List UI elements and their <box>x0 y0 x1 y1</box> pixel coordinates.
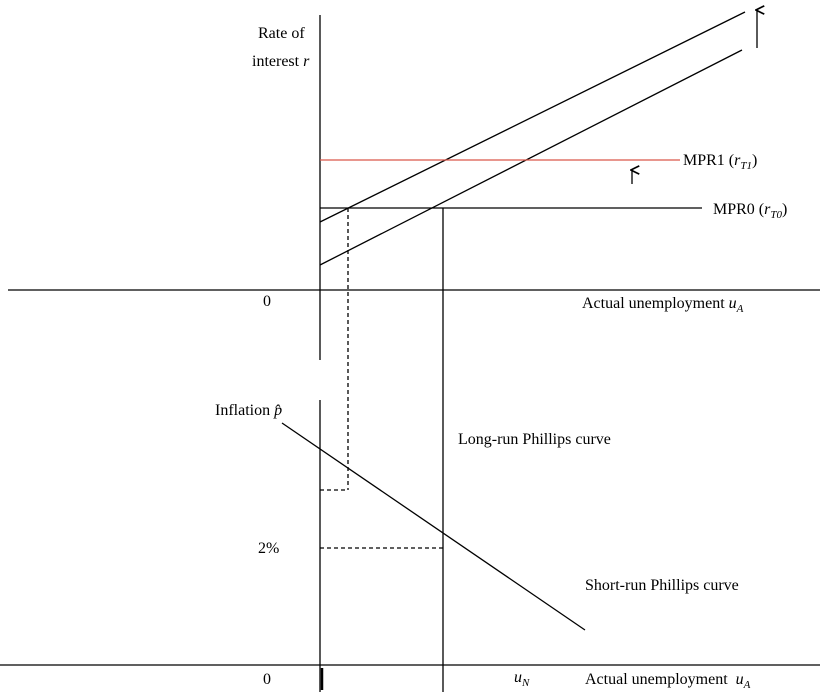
origin-label: 0 <box>263 671 271 688</box>
y-label: Rate of <box>258 25 305 42</box>
curve-label: Short-run Phillips curve <box>585 577 739 594</box>
curve-label: Long-run Phillips curve <box>458 431 611 448</box>
is-curve-1 <box>319 11 746 223</box>
mpr1-label: MPR1 (rT1) <box>683 152 757 172</box>
y-label: interest r <box>252 53 310 70</box>
short-run-phillips <box>281 422 586 631</box>
is-curve-0 <box>319 49 743 266</box>
x-label: Actual unemployment uA <box>585 671 751 691</box>
natural-rate-label: uN <box>514 669 530 689</box>
tick-label: 2% <box>258 540 279 557</box>
mpr0-label: MPR0 (rT0) <box>713 201 787 221</box>
y-label: Inflation p̂ <box>215 402 282 419</box>
x-label: Actual unemployment uA <box>582 295 744 315</box>
origin-label: 0 <box>263 293 271 310</box>
